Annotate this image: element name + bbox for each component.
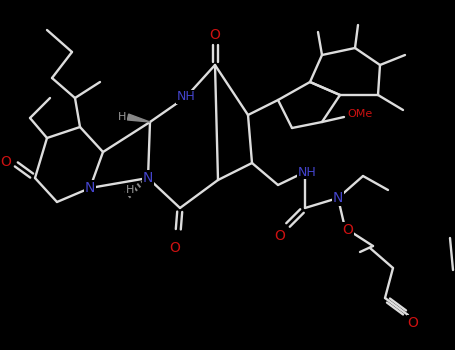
Text: N: N	[143, 171, 153, 185]
Text: NH: NH	[177, 91, 195, 104]
Text: N: N	[85, 181, 95, 195]
Polygon shape	[127, 114, 150, 122]
Text: O: O	[343, 223, 354, 237]
Text: H: H	[126, 185, 134, 195]
Text: N: N	[333, 191, 343, 205]
Text: O: O	[0, 155, 11, 169]
Text: O: O	[170, 241, 181, 255]
Text: O: O	[274, 229, 285, 243]
Text: OMe: OMe	[347, 109, 373, 119]
Text: O: O	[210, 28, 220, 42]
Text: O: O	[408, 316, 419, 330]
Text: H: H	[118, 112, 126, 122]
Text: NH: NH	[298, 166, 316, 178]
